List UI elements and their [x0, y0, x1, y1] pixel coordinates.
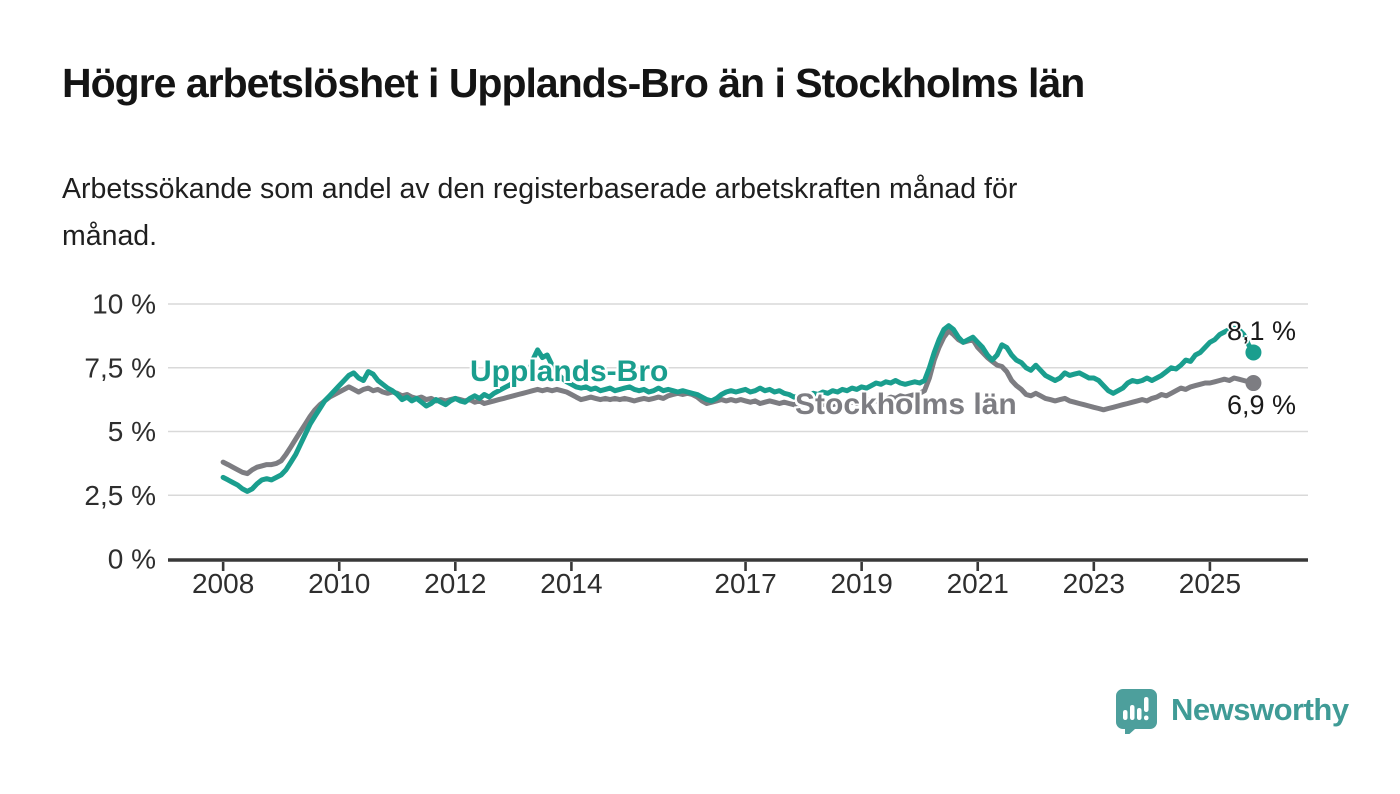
series-label-upplands-bro: Upplands-Bro [470, 355, 669, 388]
x-axis-label: 2014 [540, 568, 602, 599]
y-axis-label: 5 % [108, 416, 156, 447]
end-value-label-stockholms-lan: 6,9 % [1227, 390, 1297, 420]
x-axis-label: 2019 [830, 568, 892, 599]
x-axis-label: 2012 [424, 568, 486, 599]
chart-subtitle: Arbetssökande som andel av den registerb… [62, 166, 1262, 260]
y-axis-label: 0 % [108, 544, 156, 575]
x-axis-label: 2010 [308, 568, 370, 599]
chart-subtitle-line-1: Arbetssökande som andel av den registerb… [62, 173, 1018, 205]
series-line-stockholms-l-n [220, 328, 1256, 477]
chart-subtitle-line-2: månad. [62, 220, 158, 252]
series-end-dot-upplands-bro [1245, 344, 1262, 361]
end-value-label-upplands-bro: 8,1 % [1227, 316, 1297, 346]
x-axis-label: 2023 [1063, 568, 1125, 599]
series-label-stockholms-lan: Stockholms län [795, 388, 1017, 421]
y-axis-label: 2,5 % [84, 480, 156, 511]
newsworthy-logo: Newsworthy [1112, 686, 1349, 734]
series-end-dot-stockholms-l-n [1245, 375, 1262, 392]
series-line-upplands-bro [220, 323, 1256, 494]
y-axis-label: 10 % [92, 289, 156, 320]
x-axis-label: 2017 [714, 568, 776, 599]
newsworthy-logo-text: Newsworthy [1171, 692, 1349, 727]
page-title: Högre arbetslöshet i Upplands-Bro än i S… [62, 60, 1085, 106]
x-axis-label: 2008 [192, 568, 254, 599]
x-axis-label: 2025 [1179, 568, 1241, 599]
x-axis-label: 2021 [947, 568, 1009, 599]
y-axis-label: 7,5 % [84, 352, 156, 383]
chart-speech-bubble-icon [1116, 689, 1157, 734]
